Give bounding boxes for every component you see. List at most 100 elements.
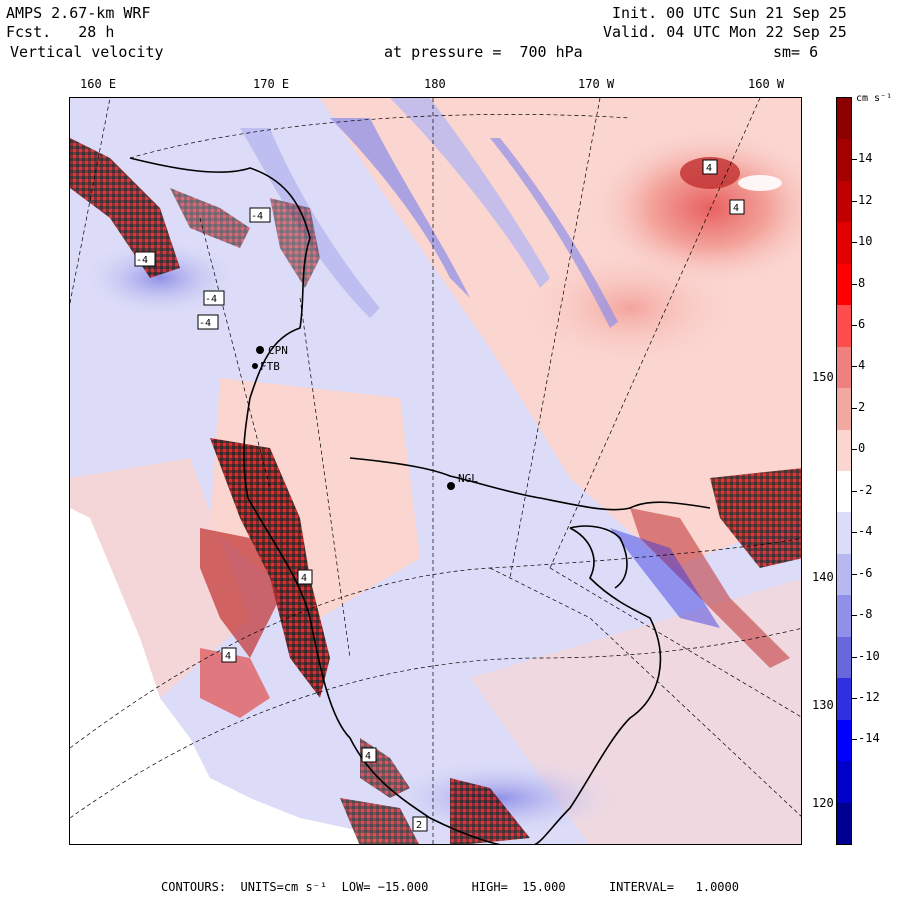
colorbar-tick [852,490,857,492]
colorbar-tick-label: -8 [858,607,873,622]
field-name: Vertical velocity [10,43,164,61]
contour-info: CONTOURS: UNITS=cm s⁻¹ LOW= −15.000 HIGH… [161,880,739,894]
colorbar-tick-label: 12 [858,192,873,207]
nw-downward-area [80,238,240,318]
colorbar-segment [837,636,851,679]
contour-label: 4 [706,163,712,174]
colorbar-tick-label: 0 [858,441,866,456]
colorbar-segment [837,429,851,472]
contour-label: -4 [251,211,263,222]
lon-label-160e: 160 E [80,77,117,91]
contour-labels: 4 4 -4 -4 -4 -4 4 4 4 2 [134,159,745,832]
forecast-hour: Fcst. 28 h [6,23,115,41]
lon-label-180: 180 [424,77,446,91]
colorbar-tick [852,283,857,285]
colorbar-tick [852,573,857,575]
colorbar-tick [852,739,857,741]
colorbar-tick-label: -14 [858,731,880,746]
contour-label: 4 [365,751,371,762]
colorbar-tick [852,366,857,368]
contour-label: 2 [416,820,422,831]
pressure-level: at pressure = 700 hPa [384,43,583,61]
nw-wave-band [70,138,180,278]
north-wave-band [270,198,320,288]
nw-wave-band-2 [170,188,250,248]
colorbar-segment [837,553,851,596]
smoothing: sm= 6 [773,43,819,61]
colorbar-segment [837,761,851,804]
colorbar-segment [837,98,851,140]
colorbar-segment [837,719,851,762]
contour-label: 4 [225,651,231,662]
contour-label: -4 [136,255,148,266]
graticule [70,98,801,844]
ne-white-patch [738,175,782,191]
vertical-velocity-map[interactable]: CPN FTB NGL 4 4 -4 -4 -4 -4 4 4 4 2 [69,97,802,845]
east-upward-streak [630,508,790,668]
colorbar-tick-label: 4 [858,358,866,373]
station-label-ngl: NGL [458,472,478,485]
lon-label-170e: 170 E [253,77,290,91]
station-marker-ngl[interactable] [447,482,455,490]
colorbar-segment [837,802,851,845]
colorbar-tick [852,324,857,326]
station-marker-ftb[interactable] [252,363,258,369]
colorbar-units: cm s⁻¹ [856,93,893,104]
colorbar-tick-label: 14 [858,151,873,166]
colorbar-tick [852,656,857,658]
colorbar-tick [852,242,857,244]
ne-strong-upward-area [590,128,801,288]
colorbar-tick-label: -10 [858,648,880,663]
colorbar-segment [837,595,851,638]
ne-upward-area [520,248,740,368]
east-wave-band [710,468,801,568]
central-range-wave-band [210,438,330,698]
colorbar-tick [852,159,857,161]
station-label-cpn: CPN [268,344,288,357]
colorbar-segment [837,180,851,223]
contour-label: -4 [199,318,211,329]
colorbar [836,97,852,845]
central-upward-cells [200,528,280,658]
valid-time: Valid. 04 UTC Mon 22 Sep 25 [603,23,847,41]
blue-streak-1 [330,118,470,298]
colorbar-tick [852,407,857,409]
south-west-wave-band [340,798,419,844]
colorbar-segment [837,512,851,555]
colorbar-tick-label: -2 [858,482,873,497]
blue-streak-4 [490,138,618,328]
colorbar-tick-label: -12 [858,689,880,704]
colorbar-tick-label: -6 [858,565,873,580]
no-data-area-w [70,698,190,798]
colorbar-tick [852,615,857,617]
contour-label: 4 [301,573,307,584]
contour-label: 4 [733,203,739,214]
colorbar-tick-label: 6 [858,316,866,331]
colorbar-tick-label: 8 [858,275,866,290]
model-title: AMPS 2.67-km WRF [6,4,151,22]
colorbar-segment [837,346,851,389]
coastline [129,157,711,844]
colorbar-segment [837,139,851,182]
colorbar-tick [852,697,857,699]
southwest-upward-cell [200,648,270,718]
colorbar-segment [837,388,851,431]
colorbar-segment [837,222,851,265]
colorbar-tick-label: -4 [858,524,873,539]
lon-label-170w: 170 W [578,77,615,91]
blue-streak-2 [390,98,550,288]
station-label-ftb: FTB [260,360,280,373]
colorbar-tick-label: 10 [858,234,873,249]
map-canvas: CPN FTB NGL 4 4 -4 -4 -4 -4 4 4 4 2 [70,98,801,844]
colorbar-segment [837,678,851,721]
contour-label: -4 [205,294,217,305]
colorbar-segment [837,305,851,348]
colorbar-tick [852,200,857,202]
colorbar-segment [837,471,851,513]
lon-label-160w: 160 W [748,77,785,91]
colorbar-tick [852,449,857,451]
colorbar-tick-label: 2 [858,399,866,414]
east-downward-streak [610,528,720,628]
station-marker-cpn[interactable] [256,346,264,354]
south-range-wave-band [450,778,530,844]
